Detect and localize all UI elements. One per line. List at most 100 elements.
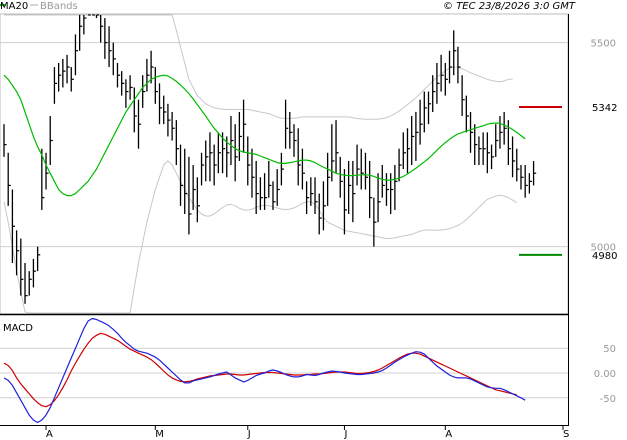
price-bar [150, 50, 154, 84]
price-bar [524, 165, 528, 198]
price-bar [112, 42, 116, 76]
price-bar [234, 124, 238, 182]
price-bar [406, 128, 411, 174]
price-bar [284, 99, 289, 149]
price-bar [175, 120, 179, 166]
price-bar [419, 99, 423, 145]
price-bar [62, 58, 66, 88]
price-bar [247, 136, 251, 186]
price-bar [263, 173, 268, 210]
price-bar [411, 116, 415, 166]
price-bar [326, 152, 331, 206]
macd-title: MACD [3, 323, 33, 334]
price-bar [453, 30, 457, 76]
macd-lines [3, 317, 526, 424]
x-axis-month-label: M [155, 429, 164, 440]
price-bar [343, 169, 348, 235]
price-bar [100, 15, 104, 43]
price-bar [310, 177, 314, 206]
macd-tick-label: -50 [600, 394, 616, 405]
price-bar [20, 238, 24, 296]
price-bar [440, 54, 444, 92]
price-bar [251, 148, 255, 198]
price-bar [49, 116, 53, 166]
price-bar [74, 34, 79, 76]
price-bar [398, 148, 402, 182]
price-bar [125, 79, 129, 108]
price-bar [213, 144, 217, 186]
price-gridlines [0, 42, 568, 248]
price-levels: 5342 4980 [519, 103, 617, 262]
price-bar [301, 148, 306, 190]
bollinger-bands [3, 14, 518, 314]
price-bar [347, 160, 352, 214]
price-bar [142, 75, 146, 108]
price-bar [188, 156, 192, 235]
price-bar [167, 103, 171, 137]
price-bar [432, 75, 436, 112]
price-bar [461, 75, 465, 117]
price-bar [465, 95, 469, 133]
price-bar [255, 160, 259, 214]
x-axis-month-label: A [46, 429, 53, 440]
price-tick-label: 5500 [591, 39, 616, 50]
price-bar [276, 169, 280, 206]
price-bar [356, 144, 360, 186]
price-bar [415, 111, 419, 161]
macd-gridlines [0, 347, 568, 399]
price-bar [179, 144, 184, 206]
price-bar [70, 67, 74, 92]
price-bar [53, 67, 58, 104]
price-bar [314, 177, 318, 214]
price-bar [146, 58, 150, 92]
price-bar [474, 124, 478, 166]
macd-tick-label: 0.00 [594, 369, 616, 380]
price-bar [3, 124, 7, 157]
price-bar [95, 14, 100, 19]
ma20-legend-label: MA20 [0, 1, 28, 12]
price-bar [66, 54, 70, 84]
price-bar [520, 165, 524, 190]
price-bar [226, 136, 230, 178]
price-bar [482, 132, 486, 166]
price-bar [495, 124, 499, 157]
price-bar [427, 91, 432, 125]
macd-polyline [3, 317, 526, 424]
price-bar [469, 111, 474, 153]
price-bar [528, 173, 532, 194]
price-bar [499, 116, 503, 149]
price-bar [200, 152, 205, 186]
price-bar [503, 111, 507, 145]
copyright-label: © TEC 23/8/2026 3:0 GMT [443, 1, 576, 12]
price-bar [335, 120, 339, 174]
macd-tick-label: 50 [603, 344, 616, 355]
price-bar [490, 144, 495, 170]
price-bar [209, 132, 213, 182]
price-bar [331, 124, 335, 182]
price-bar [511, 136, 516, 178]
price-bar [79, 15, 83, 51]
level-label: 4980 [592, 251, 617, 262]
price-bar [104, 18, 108, 59]
price-bar [171, 111, 175, 141]
price-bar [230, 116, 234, 166]
price-bar [15, 230, 20, 276]
price-bar [196, 177, 200, 223]
price-bar [154, 67, 158, 104]
price-bar [478, 136, 482, 166]
price-bar [36, 246, 41, 272]
price-bar [444, 62, 448, 96]
price-bar [322, 181, 327, 231]
x-axis-month-label: J [343, 429, 347, 440]
price-bar [318, 193, 322, 235]
price-bar [436, 62, 440, 104]
price-bar [205, 140, 209, 182]
price-bar [158, 83, 163, 125]
price-bar [272, 181, 276, 210]
price-bar [242, 99, 247, 153]
price-bar [116, 62, 121, 88]
price-bar [457, 46, 461, 84]
x-axis-month-label: J [247, 429, 251, 440]
